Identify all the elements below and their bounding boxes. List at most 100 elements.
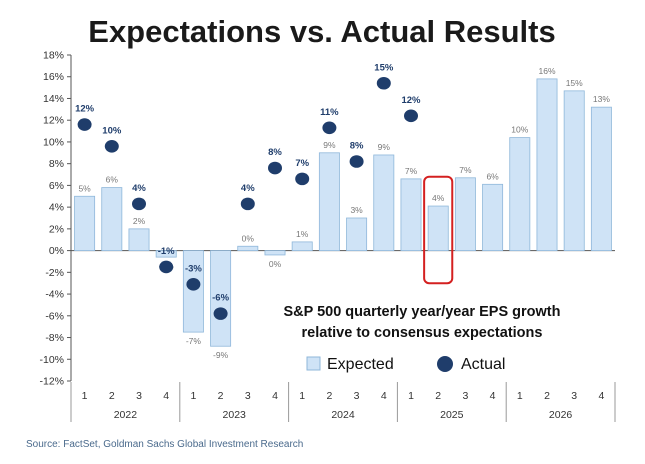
quarter-label: 3 <box>462 390 468 402</box>
y-tick-label: 18% <box>43 50 64 62</box>
expected-value-label: 7% <box>459 165 472 175</box>
legend: Expected Actual <box>306 356 505 373</box>
quarter-label: 2 <box>326 390 332 402</box>
y-tick-label: -12% <box>39 376 64 388</box>
quarter-label: 3 <box>571 390 577 402</box>
expected-bar <box>346 217 368 251</box>
actual-dot <box>240 197 255 211</box>
actual-labels: 12% 10% 4% -1% -3% -6% 4% 8% 7% 11% 8% 15% 12% <box>75 62 421 303</box>
expected-value-label: 0% <box>269 259 282 269</box>
quarter-label: 4 <box>598 390 604 402</box>
annotation-line-2: relative to consensus expectations <box>302 325 543 341</box>
y-tick-label: -10% <box>39 354 64 366</box>
expected-value-label: 9% <box>378 142 391 152</box>
y-tick-label: -8% <box>45 332 64 344</box>
actual-value-label: -6% <box>212 293 229 304</box>
expected-bar <box>155 250 177 258</box>
expected-bar <box>128 228 150 252</box>
actual-value-label: 12% <box>401 95 421 106</box>
expected-value-label: 16% <box>538 66 555 76</box>
quarter-label: 4 <box>272 390 278 402</box>
expected-value-label: 13% <box>593 94 610 104</box>
actual-value-label: -3% <box>185 263 202 274</box>
highlight-rectangle <box>423 175 454 285</box>
legend-expected-swatch <box>306 356 321 371</box>
legend-actual-swatch <box>437 356 453 372</box>
year-label: 2024 <box>331 409 355 421</box>
expected-value-label: 1% <box>296 229 309 239</box>
expected-value-label: 9% <box>323 140 336 150</box>
y-tick-label: 16% <box>43 71 64 83</box>
actual-value-label: 12% <box>75 104 95 115</box>
quarter-label: 3 <box>354 390 360 402</box>
actual-dot <box>295 172 310 186</box>
year-label: 2026 <box>549 409 573 421</box>
quarter-label: 3 <box>136 390 142 402</box>
expected-bar <box>536 78 558 251</box>
actual-value-label: 10% <box>102 125 122 136</box>
chart-title: Expectations vs. Actual Results <box>88 14 555 49</box>
quarter-label: 2 <box>218 390 224 402</box>
legend-actual-label: Actual <box>461 356 505 373</box>
expected-value-label: 2% <box>133 216 146 226</box>
actual-dot <box>349 155 364 168</box>
y-tick-label: 4% <box>49 202 64 214</box>
expected-bar <box>454 177 476 251</box>
expected-value-label: 4% <box>432 193 445 203</box>
expected-bar <box>400 178 422 252</box>
actual-dot <box>186 277 201 291</box>
expected-value-label: -9% <box>213 350 229 360</box>
expected-value-label: 0% <box>242 233 255 243</box>
expected-bar <box>101 187 123 251</box>
expected-bar <box>264 250 286 256</box>
quarter-label: 2 <box>435 390 441 402</box>
quarter-label: 1 <box>190 390 196 402</box>
expected-value-label: 3% <box>350 205 363 215</box>
source-note: Source: FactSet, Goldman Sachs Global In… <box>26 439 303 450</box>
quarter-label: 1 <box>299 390 305 402</box>
actual-dot <box>404 109 418 123</box>
actual-value-label: 15% <box>374 62 394 73</box>
actual-dot <box>104 139 119 153</box>
y-tick-label: 10% <box>43 136 64 148</box>
expected-bar <box>237 245 259 251</box>
year-label: 2023 <box>223 409 247 421</box>
expected-bar <box>318 152 340 252</box>
y-tick-label: -4% <box>45 289 64 301</box>
quarter-label: 4 <box>490 390 496 402</box>
quarter-label: 1 <box>517 390 523 402</box>
y-tick-label: 2% <box>49 223 64 235</box>
expected-value-label: 10% <box>511 125 528 135</box>
quarter-label: 2 <box>109 390 115 402</box>
actual-dot <box>268 161 282 175</box>
y-axis: 18% 16% 14% 12% 10% 8% 6% 4% 2% 0% -2% -4% -6% -8% -10… <box>39 50 71 388</box>
legend-expected-label: Expected <box>327 356 394 373</box>
expected-value-label: 6% <box>106 175 119 185</box>
highlight-box <box>423 175 454 285</box>
annotation-line-1: S&P 500 quarterly year/year EPS growth <box>284 304 561 320</box>
y-tick-label: 12% <box>43 115 64 127</box>
actual-dot <box>322 121 337 135</box>
quarter-label: 1 <box>82 390 88 402</box>
expected-bars <box>74 78 612 347</box>
y-tick-label: 14% <box>43 93 64 105</box>
quarter-label: 2 <box>544 390 550 402</box>
expected-bar <box>182 250 204 333</box>
actual-dot <box>213 307 228 320</box>
expected-value-label: -7% <box>186 336 202 346</box>
actual-dot <box>376 76 391 90</box>
actual-value-label: 8% <box>268 147 282 158</box>
expected-bar <box>210 250 232 347</box>
actual-value-label: 4% <box>241 183 255 194</box>
expected-value-label: 6% <box>486 171 499 181</box>
x-axis: 1 2 3 4 1 2 3 4 1 2 3 4 1 2 3 4 1 2 3 4 2022 2023 2024 2025 2026 <box>70 382 616 422</box>
expected-value-label: 15% <box>566 78 583 88</box>
expected-bar <box>427 205 449 251</box>
actual-value-label: 7% <box>295 158 309 169</box>
year-label: 2022 <box>114 409 138 421</box>
quarter-label: 3 <box>245 390 251 402</box>
actual-value-label: -1% <box>158 246 175 257</box>
expected-bar <box>373 154 395 251</box>
y-tick-label: -6% <box>45 310 64 322</box>
